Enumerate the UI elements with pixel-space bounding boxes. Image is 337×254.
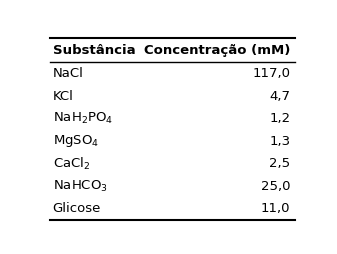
- Text: 25,0: 25,0: [261, 180, 290, 193]
- Text: 1,2: 1,2: [269, 112, 290, 125]
- Text: 2,5: 2,5: [269, 157, 290, 170]
- Text: Substância: Substância: [53, 44, 135, 57]
- Text: NaH$_2$PO$_4$: NaH$_2$PO$_4$: [53, 111, 113, 126]
- Text: Concentração (mM): Concentração (mM): [144, 44, 290, 57]
- Text: 1,3: 1,3: [269, 135, 290, 148]
- Text: MgSO$_4$: MgSO$_4$: [53, 133, 99, 149]
- Text: NaCl: NaCl: [53, 67, 84, 80]
- Text: Glicose: Glicose: [53, 202, 101, 215]
- Text: 117,0: 117,0: [252, 67, 290, 80]
- Text: 4,7: 4,7: [269, 90, 290, 103]
- Text: CaCl$_2$: CaCl$_2$: [53, 156, 90, 172]
- Text: KCl: KCl: [53, 90, 73, 103]
- Text: NaHCO$_3$: NaHCO$_3$: [53, 179, 108, 194]
- Text: 11,0: 11,0: [261, 202, 290, 215]
